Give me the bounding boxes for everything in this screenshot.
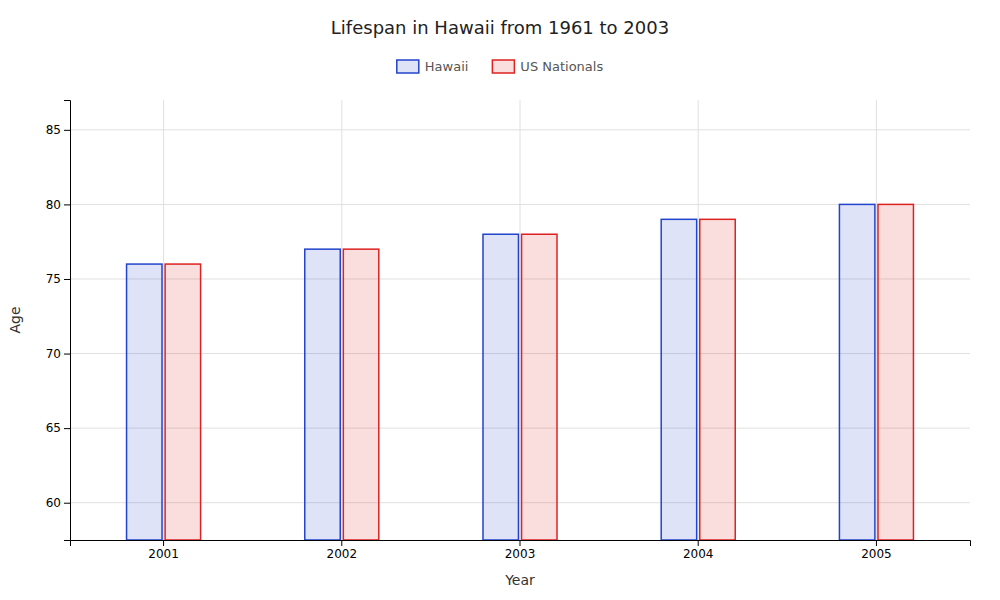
y-tick-mark bbox=[64, 354, 70, 355]
x-tick-mark bbox=[163, 540, 164, 546]
grid bbox=[70, 100, 970, 540]
y-tick: 60 bbox=[46, 496, 70, 510]
y-tick-label: 60 bbox=[46, 496, 61, 510]
y-tick: 80 bbox=[46, 198, 70, 212]
bar-series bbox=[165, 204, 913, 540]
x-tick-mark bbox=[520, 540, 521, 546]
bars bbox=[127, 204, 914, 540]
x-tick-mark bbox=[698, 540, 699, 546]
bar bbox=[878, 204, 913, 540]
x-tick-mark bbox=[341, 540, 342, 546]
y-tick: 70 bbox=[46, 347, 70, 361]
x-tick-label: 2005 bbox=[861, 547, 892, 561]
x-tick-label: 2004 bbox=[683, 547, 714, 561]
bar bbox=[305, 249, 340, 540]
grid-line-x bbox=[341, 100, 342, 540]
y-tick-label: 70 bbox=[46, 347, 61, 361]
y-tick: 75 bbox=[46, 272, 70, 286]
x-axis-line bbox=[71, 541, 971, 547]
chart: 2001 2002 2003 2004 2005 60 65 70 75 80 85 Year Age L… bbox=[0, 0, 1000, 600]
y-tick: 65 bbox=[46, 421, 70, 435]
bar bbox=[661, 219, 696, 540]
bar bbox=[343, 249, 378, 540]
title: Lifespan in Hawaii from 1961 to 2003 bbox=[331, 17, 669, 38]
x-tick: 2001 bbox=[148, 540, 179, 561]
grid-line-x bbox=[876, 100, 877, 540]
x-tick: 2005 bbox=[861, 540, 892, 561]
legend-item: Hawaii bbox=[397, 59, 469, 74]
legend-item: US Nationals bbox=[492, 59, 603, 74]
legend-swatch bbox=[397, 60, 419, 73]
grid-line-x bbox=[520, 100, 521, 540]
bar bbox=[700, 219, 735, 540]
grid-line-x bbox=[163, 100, 164, 540]
bar bbox=[127, 264, 162, 540]
bar-series bbox=[127, 204, 875, 540]
x-tick-label: 2002 bbox=[327, 547, 358, 561]
bar bbox=[522, 234, 557, 540]
legend: Hawaii US Nationals bbox=[397, 59, 604, 74]
legend-label: Hawaii bbox=[425, 59, 469, 74]
x-axis: 2001 2002 2003 2004 2005 bbox=[71, 540, 971, 561]
y-tick-mark bbox=[64, 428, 70, 429]
y-tick-label: 65 bbox=[46, 421, 61, 435]
y-axis-title: Age bbox=[7, 306, 23, 333]
x-tick-label: 2001 bbox=[148, 547, 179, 561]
x-tick-label: 2003 bbox=[505, 547, 536, 561]
grid-line-x bbox=[698, 100, 699, 540]
y-tick-label: 75 bbox=[46, 272, 61, 286]
legend-swatch bbox=[492, 60, 514, 73]
y-tick-mark bbox=[64, 204, 70, 205]
y-tick-mark bbox=[64, 503, 70, 504]
plot: 2001 2002 2003 2004 2005 60 65 70 75 80 85 bbox=[46, 100, 971, 561]
x-tick-mark bbox=[876, 540, 877, 546]
y-tick-mark bbox=[64, 279, 70, 280]
y-tick-label: 85 bbox=[46, 123, 61, 137]
y-axis: 60 65 70 75 80 85 bbox=[46, 101, 71, 541]
legend-label: US Nationals bbox=[520, 59, 603, 74]
y-axis-line bbox=[64, 101, 71, 541]
y-tick-label: 80 bbox=[46, 198, 61, 212]
x-axis-title: Year bbox=[504, 572, 535, 588]
bar bbox=[165, 264, 200, 540]
x-tick: 2002 bbox=[327, 540, 358, 561]
y-tick: 85 bbox=[46, 123, 70, 137]
x-tick: 2003 bbox=[505, 540, 536, 561]
bar bbox=[483, 234, 518, 540]
x-tick: 2004 bbox=[683, 540, 714, 561]
y-tick-mark bbox=[64, 130, 70, 131]
bar bbox=[839, 204, 874, 540]
